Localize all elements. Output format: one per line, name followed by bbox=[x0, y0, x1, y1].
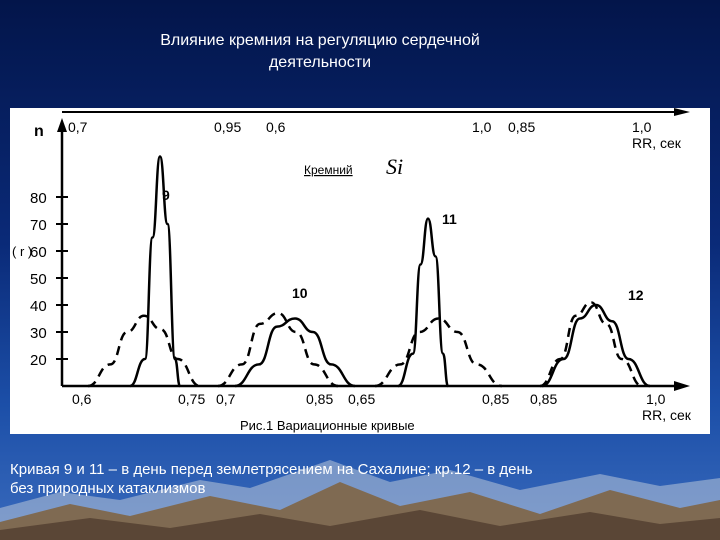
slide-title: Влияние кремния на регуляцию сердечной д… bbox=[100, 30, 540, 74]
curve-9 bbox=[129, 155, 182, 388]
top-tick-label: 0,6 bbox=[266, 119, 286, 135]
slide-caption: Кривая 9 и 11 – в день перед землетрясен… bbox=[10, 460, 710, 498]
caption-line2: без природных катаклизмов bbox=[10, 480, 206, 497]
top-axis-arrow bbox=[674, 108, 690, 116]
curve-dashed-1 bbox=[87, 314, 201, 388]
y-axis-label: n bbox=[34, 123, 44, 140]
chart-panel: 20 30 40 50 60 70 80 9 10 11 12 0,6 0,75 0,7 0,85 0,6… bbox=[10, 108, 710, 434]
curve-10 bbox=[234, 317, 356, 388]
bottom-tick-label: 1,0 bbox=[646, 391, 666, 407]
curve-dashed-5 bbox=[374, 317, 503, 388]
y-tick-label: 20 bbox=[30, 352, 47, 369]
curve-12 bbox=[541, 303, 651, 388]
series-label-10: 10 bbox=[292, 285, 308, 301]
x-axis-label: RR, сек bbox=[642, 407, 692, 423]
top-axis-label: RR, сек bbox=[632, 135, 682, 151]
annotation-symbol: Si bbox=[386, 154, 403, 179]
caption-line1: Кривая 9 и 11 – в день перед землетрясен… bbox=[10, 461, 533, 478]
y-axis-arrow bbox=[57, 118, 67, 132]
series-label-11: 11 bbox=[442, 211, 457, 227]
slide-title-line1: Влияние кремния на регуляцию сердечной bbox=[160, 32, 480, 49]
bottom-tick-label: 0,85 bbox=[482, 391, 509, 407]
y-tick-label: 70 bbox=[30, 217, 47, 234]
mountain-near bbox=[0, 510, 720, 540]
top-tick-label: 0,95 bbox=[214, 119, 241, 135]
y-ticks: 20 30 40 50 60 70 80 bbox=[30, 190, 68, 369]
series-label-12: 12 bbox=[628, 287, 644, 303]
bottom-tick-label: 0,85 bbox=[306, 391, 333, 407]
top-tick-label: 1,0 bbox=[472, 119, 492, 135]
curve-dashed-7 bbox=[539, 301, 643, 388]
curve-11 bbox=[397, 217, 450, 388]
y-tick-label: 60 bbox=[30, 244, 47, 261]
y-tick-label: 50 bbox=[30, 271, 47, 288]
top-tick-label: 0,7 bbox=[68, 119, 88, 135]
bottom-tick-label: 0,7 bbox=[216, 391, 236, 407]
annotation-label: Кремний bbox=[304, 163, 353, 177]
y-tick-label: 30 bbox=[30, 325, 47, 342]
y-tick-label: 40 bbox=[30, 298, 47, 315]
bottom-tick-label: 0,6 bbox=[72, 391, 92, 407]
x-axis-arrow bbox=[674, 381, 690, 391]
top-tick-label: 1,0 bbox=[632, 119, 652, 135]
slide-title-line2: деятельности bbox=[268, 54, 372, 71]
mountain-background bbox=[0, 460, 720, 540]
y-tick-label: 80 bbox=[30, 190, 47, 207]
top-tick-label: 0,85 bbox=[508, 119, 535, 135]
y-axis-unit: ( r ) bbox=[12, 244, 32, 259]
top-tick-labels: 0,7 0,95 0,6 1,0 0,85 1,0 bbox=[68, 119, 652, 135]
bottom-tick-label: 0,75 bbox=[178, 391, 205, 407]
bottom-tick-label: 0,65 bbox=[348, 391, 375, 407]
curves: 9 10 11 12 bbox=[87, 155, 651, 388]
bottom-tick-label: 0,85 bbox=[530, 391, 557, 407]
curve-dashed-3 bbox=[217, 311, 339, 388]
figure-caption: Рис.1 Вариационные кривые bbox=[240, 418, 415, 433]
series-label-9: 9 bbox=[162, 187, 170, 203]
bottom-tick-labels: 0,6 0,75 0,7 0,85 0,65 0,85 0,85 1,0 bbox=[72, 391, 666, 407]
